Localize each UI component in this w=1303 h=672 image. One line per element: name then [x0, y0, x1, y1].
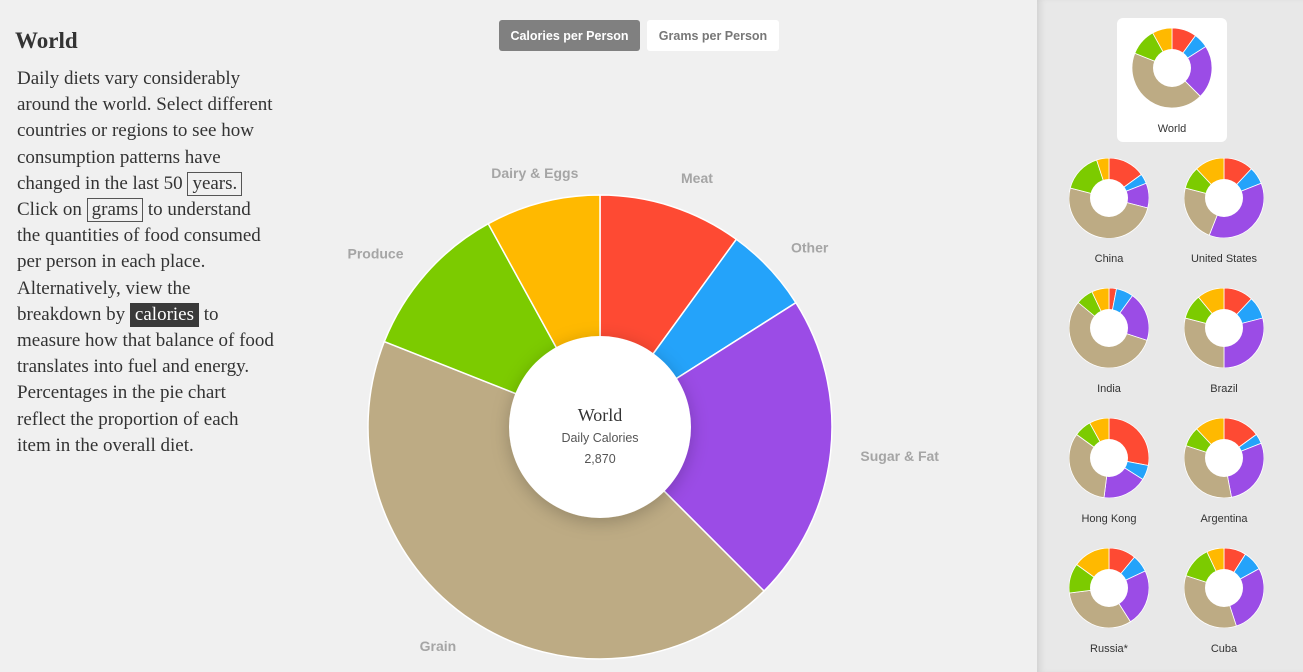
region-label: Hong Kong — [1081, 513, 1137, 525]
region-sidebar: World China United States India Brazil Hong K… — [1037, 0, 1303, 672]
center-title: World — [578, 405, 623, 425]
grams-link[interactable]: grams — [86, 198, 144, 223]
intro-text-part2: Click on — [17, 199, 82, 221]
page-title: World — [15, 28, 78, 53]
thumbnail-center — [1205, 179, 1243, 217]
region-card-brazil[interactable]: Brazil — [1169, 278, 1279, 402]
region-thumbnail-chart — [1132, 28, 1212, 108]
intro-text-part3: to understand the quantities of food con… — [17, 199, 261, 325]
region-card-russia[interactable]: Russia* — [1054, 538, 1164, 662]
thumbnail-center — [1205, 569, 1243, 607]
center-subtitle: Daily Calories — [561, 431, 638, 445]
thumbnail-slice-sugar-and-fat — [1171, 46, 1212, 97]
region-label: Cuba — [1210, 643, 1238, 655]
region-label: China — [1094, 253, 1124, 265]
region-thumbnail-chart — [1069, 288, 1149, 368]
region-card-china[interactable]: China — [1054, 148, 1164, 272]
region-card-india[interactable]: India — [1054, 278, 1164, 402]
slice-label-sugar-and-fat: Sugar & Fat — [860, 448, 939, 464]
intro-text: Daily diets vary considerably around the… — [17, 66, 277, 459]
region-card-argentina[interactable]: Argentina — [1169, 408, 1279, 532]
slice-label-grain: Grain — [420, 638, 457, 654]
region-thumbnail-chart — [1184, 548, 1264, 628]
region-thumbnail-chart — [1184, 288, 1264, 368]
slice-label-other: Other — [791, 240, 829, 256]
intro-text-part4: to measure how that balance of food tran… — [17, 303, 274, 456]
region-thumbnail-chart — [1069, 418, 1149, 498]
thumbnail-center — [1090, 309, 1128, 347]
thumbnail-center — [1205, 309, 1243, 347]
thumbnail-center — [1090, 179, 1128, 217]
thumbnail-center — [1205, 439, 1243, 477]
thumbnail-center — [1153, 49, 1191, 87]
calories-link[interactable]: calories — [129, 302, 199, 327]
region-label: United States — [1190, 253, 1258, 265]
region-card-hong-kong[interactable]: Hong Kong — [1054, 408, 1164, 532]
slice-label-produce: Produce — [347, 246, 403, 262]
region-card-world[interactable]: World — [1117, 18, 1227, 142]
region-label: Russia* — [1090, 643, 1128, 655]
chart-center-disc — [509, 336, 691, 518]
region-thumbnail-chart — [1184, 418, 1264, 498]
region-card-united-states[interactable]: United States — [1169, 148, 1279, 272]
region-thumbnail-chart — [1184, 158, 1264, 238]
intro-panel: World Daily diets vary considerably arou… — [15, 28, 277, 459]
center-value: 2,870 — [584, 452, 615, 466]
thumbnail-slice-grain — [1069, 433, 1110, 498]
slice-label-dairy-and-eggs: Dairy & Eggs — [491, 165, 578, 181]
region-card-cuba[interactable]: Cuba — [1169, 538, 1279, 662]
years-link[interactable]: years. — [187, 171, 243, 196]
intro-text-part1: Daily diets vary considerably around the… — [17, 68, 273, 194]
main-chart-labels: Meat Other Sugar & Fat Grain Produce Dairy & … — [347, 165, 939, 654]
region-thumbnail-chart — [1069, 548, 1149, 628]
calories-per-person-button[interactable]: Calories per Person — [499, 20, 640, 51]
grams-per-person-button[interactable]: Grams per Person — [647, 20, 779, 51]
thumbnail-center — [1090, 569, 1128, 607]
slice-label-meat: Meat — [681, 170, 713, 186]
region-label: India — [1097, 383, 1121, 395]
region-label: Brazil — [1210, 383, 1238, 395]
region-label: World — [1157, 123, 1187, 135]
slice-sugar-and-fat[interactable] — [598, 301, 833, 593]
measure-toggle: Calories per Person Grams per Person — [499, 20, 779, 51]
thumbnail-center — [1090, 439, 1128, 477]
region-label: Argentina — [1200, 513, 1248, 525]
main-donut-chart: Meat Other Sugar & Fat Grain Produce Dairy & … — [347, 165, 939, 660]
region-thumbnail-chart — [1069, 158, 1149, 238]
